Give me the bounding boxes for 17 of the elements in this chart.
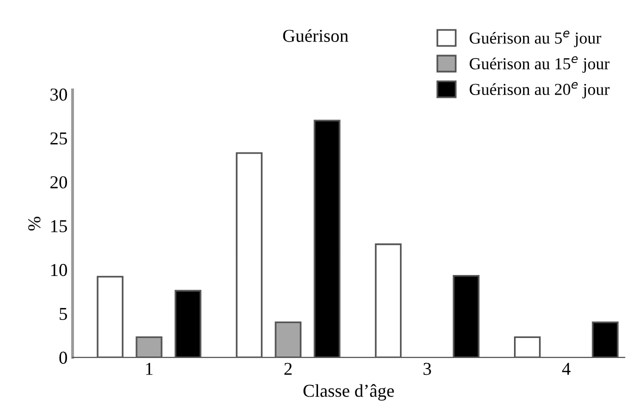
y-tick-label: 5 — [60, 308, 67, 320]
x-tick-label: 1 — [146, 362, 152, 375]
y-tick-label: 30 — [50, 88, 68, 101]
legend-label: Guérison au 20$^{e}$ jour — [470, 82, 610, 98]
legend-label: Guérison au 15$^{e}$ jour — [470, 56, 610, 73]
chart-title: Guérison — [283, 29, 348, 42]
y-tick-label: 0 — [59, 352, 68, 364]
y-axis-title: % — [28, 216, 40, 231]
y-tick-label: 15 — [51, 220, 67, 232]
x-tick-label: 4 — [562, 362, 571, 375]
legend-label: Guérison au 5$^{e}$ jour — [470, 30, 602, 48]
y-tick-label: 20 — [50, 176, 68, 188]
x-tick-label: 3 — [424, 362, 432, 375]
y-tick-label: 25 — [50, 132, 67, 145]
x-axis-title: Classe d’âge — [303, 384, 394, 401]
y-tick-label: 10 — [51, 264, 68, 276]
x-tick-label: 2 — [284, 362, 292, 375]
